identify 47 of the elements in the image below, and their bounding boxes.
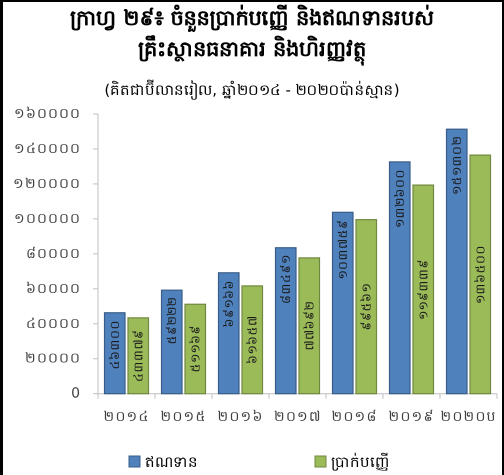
x-tick-label: ២០១៨: [332, 409, 378, 425]
bar: [241, 285, 264, 394]
data-label: ១៣២៦០០: [392, 168, 408, 228]
data-label: ១០៣៧៥៩: [335, 219, 350, 280]
y-tick-label: ៤០០០០: [26, 316, 81, 332]
data-label: ៤៣៣៧៩: [130, 330, 146, 382]
bar: [104, 312, 126, 394]
bar: [274, 247, 297, 394]
y-tick-label: ១៤០០០០: [14, 140, 81, 157]
x-tick-label: ២០២០ប: [440, 409, 496, 425]
y-tick-label: ៦០០០០: [26, 280, 81, 297]
bar: [160, 290, 183, 394]
data-label: ១៥១៣០២: [449, 136, 464, 196]
y-tick-label: ២០០០០: [25, 350, 81, 367]
bar: [184, 304, 206, 394]
y-tick-label: 0: [71, 386, 81, 402]
x-tick-label: ២០១៤: [104, 409, 150, 425]
title: ក្រាហ្វ ២៩៖ ចំនួនប្រាក់បញ្ញើ និងឥណទានរបស់ គ្រឹះស្ថានធនាគារ និងហិរញ្ញវត្ថុ: [0, 3, 504, 71]
data-label: ៨៣៤៩១: [278, 254, 294, 304]
x-tick-label: ២០១៦: [218, 409, 264, 425]
bar: [332, 212, 354, 394]
data-label: ៧៧៦៩២: [302, 301, 317, 351]
subtitle: (គិតជាប៊ីលានរៀល, ឆ្នាំ២០១៤ - ២០២០ប៉ាន់ស្មាន): [103, 78, 401, 102]
data-label: ៦៩១៦៦: [221, 280, 236, 328]
legend-label: ប្រាក់បញ្ញើ: [331, 452, 389, 471]
x-tick-label: ២០១៥: [160, 409, 206, 425]
bar: [218, 272, 240, 394]
y-tick-label: ១៦០០០០: [14, 106, 81, 122]
data-label: ៥១១៦៩: [188, 325, 203, 373]
bar: [388, 161, 411, 394]
x-tick-label: ២០១៧: [274, 409, 321, 425]
bar: [412, 184, 434, 394]
data-label: ១៣៦៥០០: [472, 244, 488, 304]
data-label: ១១៩៣៣៩: [416, 258, 431, 320]
bar: [446, 128, 468, 394]
data-label: ៦១៦៥៧: [244, 316, 260, 364]
bar: [469, 154, 492, 394]
legend-label: ឥណទាន: [145, 453, 198, 471]
data-label: ៩៩៥៦១: [358, 282, 374, 330]
y-tick-label: ១២០០០០: [13, 176, 81, 192]
bar: [355, 219, 378, 394]
data-label: ៤៦៣០០: [107, 320, 122, 370]
y-tick-label: ៨០០០០: [26, 246, 81, 262]
bar: [298, 257, 320, 394]
x-tick-label: ២០១៩: [388, 409, 434, 425]
y-tick-label: ១០០០០០: [14, 210, 81, 227]
data-label: ៥៩២២២: [164, 297, 180, 345]
